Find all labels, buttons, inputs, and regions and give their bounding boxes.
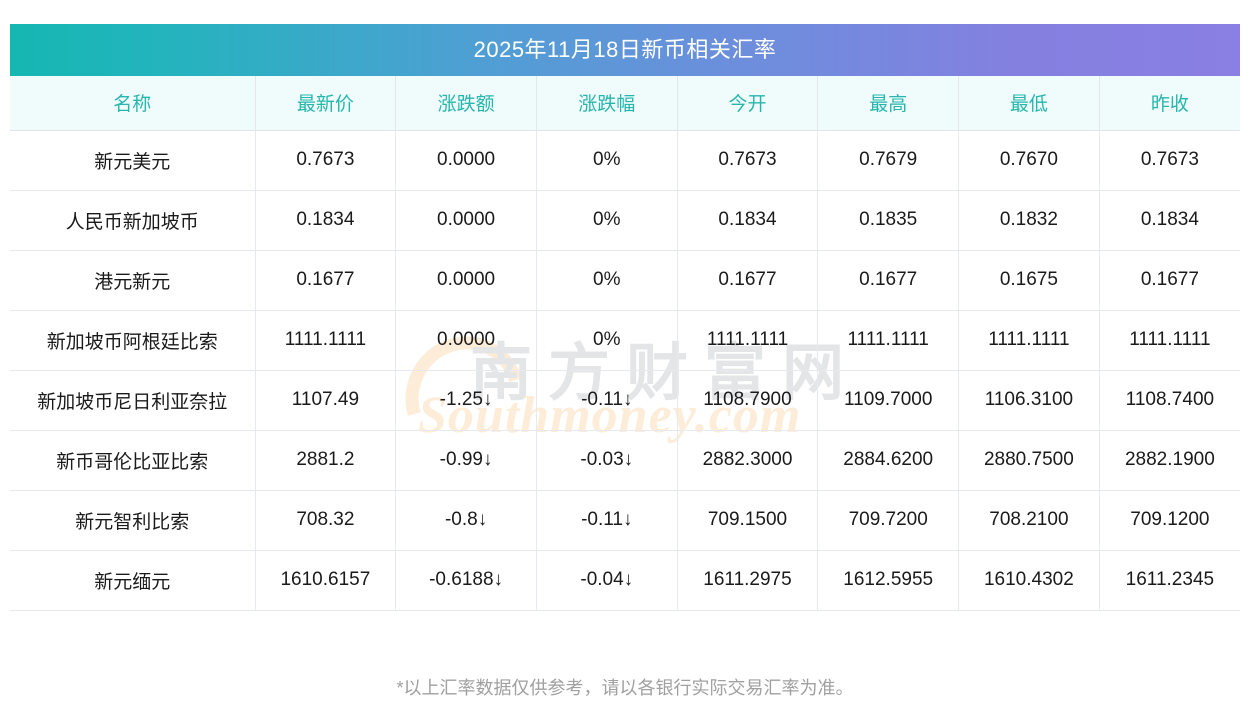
cell-open: 0.1834 xyxy=(677,190,819,251)
cell-name: 新币哥伦比亚比索 xyxy=(10,430,256,491)
cell-prev_close: 0.1834 xyxy=(1099,190,1240,251)
column-header-change_pct: 涨跌幅 xyxy=(536,76,678,131)
table-row[interactable]: 新元智利比索 708.32 -0.8↓ -0.11↓ 709.1500 709.7200 7… xyxy=(10,490,1240,551)
cell-change_pct: -0.11↓ xyxy=(536,370,678,431)
column-header-last: 最新价 xyxy=(255,76,397,131)
cell-prev_close: 0.1677 xyxy=(1099,250,1240,311)
cell-prev_close: 2882.1900 xyxy=(1099,430,1240,491)
disclaimer-note: *以上汇率数据仅供参考，请以各银行实际交易汇率为准。 xyxy=(396,678,854,698)
cell-change: -0.99↓ xyxy=(395,430,537,491)
table-row[interactable]: 新元美元 0.7673 0.0000 0% 0.7673 0.7679 0.7670 0.76… xyxy=(10,130,1240,191)
cell-high: 0.1677 xyxy=(817,250,960,311)
cell-last: 0.7673 xyxy=(255,130,397,191)
cell-high: 0.7679 xyxy=(817,130,960,191)
cell-low: 1610.4302 xyxy=(958,550,1100,611)
column-header-open: 今开 xyxy=(677,76,819,131)
cell-name: 新加坡币尼日利亚奈拉 xyxy=(10,370,256,431)
cell-change: -0.6188↓ xyxy=(395,550,537,611)
cell-change: -0.8↓ xyxy=(395,490,537,551)
cell-last: 708.32 xyxy=(255,490,397,551)
cell-prev_close: 709.1200 xyxy=(1099,490,1240,551)
table-header-row: 名称 最新价 涨跌额 涨跌幅 今开 最高 最低 昨收 xyxy=(10,76,1240,131)
cell-name: 新元美元 xyxy=(10,130,256,191)
cell-open: 1111.1111 xyxy=(677,310,819,371)
cell-change: -1.25↓ xyxy=(395,370,537,431)
cell-last: 1107.49 xyxy=(255,370,397,431)
exchange-rate-table: 名称 最新价 涨跌额 涨跌幅 今开 最高 最低 昨收 新元美元 0.7673 0.0000 0% 0.… xyxy=(10,76,1240,611)
cell-open: 709.1500 xyxy=(677,490,819,551)
cell-name: 新加坡币阿根廷比索 xyxy=(10,310,256,371)
table-row[interactable]: 人民币新加坡币 0.1834 0.0000 0% 0.1834 0.1835 0.1832 0… xyxy=(10,190,1240,251)
cell-low: 0.1675 xyxy=(958,250,1100,311)
cell-open: 2882.3000 xyxy=(677,430,819,491)
cell-prev_close: 1108.7400 xyxy=(1099,370,1240,431)
cell-prev_close: 1611.2345 xyxy=(1099,550,1240,611)
page-title-banner: 2025年11月18日新币相关汇率 xyxy=(10,24,1240,76)
cell-low: 2880.7500 xyxy=(958,430,1100,491)
cell-high: 1612.5955 xyxy=(817,550,960,611)
column-header-name: 名称 xyxy=(10,76,256,131)
cell-low: 1106.3100 xyxy=(958,370,1100,431)
cell-change_pct: -0.11↓ xyxy=(536,490,678,551)
cell-low: 1111.1111 xyxy=(958,310,1100,371)
column-header-low: 最低 xyxy=(958,76,1100,131)
cell-prev_close: 0.7673 xyxy=(1099,130,1240,191)
cell-last: 1610.6157 xyxy=(255,550,397,611)
table-row[interactable]: 新加坡币尼日利亚奈拉 1107.49 -1.25↓ -0.11↓ 1108.7900 11… xyxy=(10,370,1240,431)
cell-high: 1109.7000 xyxy=(817,370,960,431)
cell-change_pct: 0% xyxy=(536,310,678,371)
table-body: 新元美元 0.7673 0.0000 0% 0.7673 0.7679 0.7670 0.76… xyxy=(10,130,1240,611)
cell-name: 港元新元 xyxy=(10,250,256,311)
table-row[interactable]: 港元新元 0.1677 0.0000 0% 0.1677 0.1677 0.1675 0.16… xyxy=(10,250,1240,311)
column-header-high: 最高 xyxy=(817,76,960,131)
table-row[interactable]: 新加坡币阿根廷比索 1111.1111 0.0000 0% 1111.1111 1111.… xyxy=(10,310,1240,371)
cell-last: 0.1834 xyxy=(255,190,397,251)
cell-change_pct: 0% xyxy=(536,250,678,311)
cell-name: 新元缅元 xyxy=(10,550,256,611)
cell-open: 1611.2975 xyxy=(677,550,819,611)
cell-name: 新元智利比索 xyxy=(10,490,256,551)
cell-change_pct: -0.03↓ xyxy=(536,430,678,491)
cell-prev_close: 1111.1111 xyxy=(1099,310,1240,371)
exchange-rate-page: 南方财富网 Southmoney.com 2025年11月18日新币相关汇率 名… xyxy=(0,24,1250,721)
cell-last: 2881.2 xyxy=(255,430,397,491)
cell-change_pct: 0% xyxy=(536,190,678,251)
table-row[interactable]: 新元缅元 1610.6157 -0.6188↓ -0.04↓ 1611.2975 1612… xyxy=(10,550,1240,611)
cell-change: 0.0000 xyxy=(395,250,537,311)
column-header-change: 涨跌额 xyxy=(395,76,537,131)
cell-change: 0.0000 xyxy=(395,190,537,251)
cell-change_pct: -0.04↓ xyxy=(536,550,678,611)
cell-open: 0.7673 xyxy=(677,130,819,191)
cell-high: 0.1835 xyxy=(817,190,960,251)
cell-change: 0.0000 xyxy=(395,130,537,191)
cell-low: 708.2100 xyxy=(958,490,1100,551)
cell-high: 2884.6200 xyxy=(817,430,960,491)
cell-high: 709.7200 xyxy=(817,490,960,551)
page-title: 2025年11月18日新币相关汇率 xyxy=(473,37,777,62)
cell-low: 0.1832 xyxy=(958,190,1100,251)
cell-last: 0.1677 xyxy=(255,250,397,311)
cell-open: 0.1677 xyxy=(677,250,819,311)
cell-low: 0.7670 xyxy=(958,130,1100,191)
cell-last: 1111.1111 xyxy=(255,310,397,371)
cell-open: 1108.7900 xyxy=(677,370,819,431)
cell-change_pct: 0% xyxy=(536,130,678,191)
cell-change: 0.0000 xyxy=(395,310,537,371)
table-row[interactable]: 新币哥伦比亚比索 2881.2 -0.99↓ -0.03↓ 2882.3000 2884.… xyxy=(10,430,1240,491)
table-header: 名称 最新价 涨跌额 涨跌幅 今开 最高 最低 昨收 xyxy=(10,76,1240,131)
cell-high: 1111.1111 xyxy=(817,310,960,371)
column-header-prev_close: 昨收 xyxy=(1099,76,1240,131)
cell-name: 人民币新加坡币 xyxy=(10,190,256,251)
